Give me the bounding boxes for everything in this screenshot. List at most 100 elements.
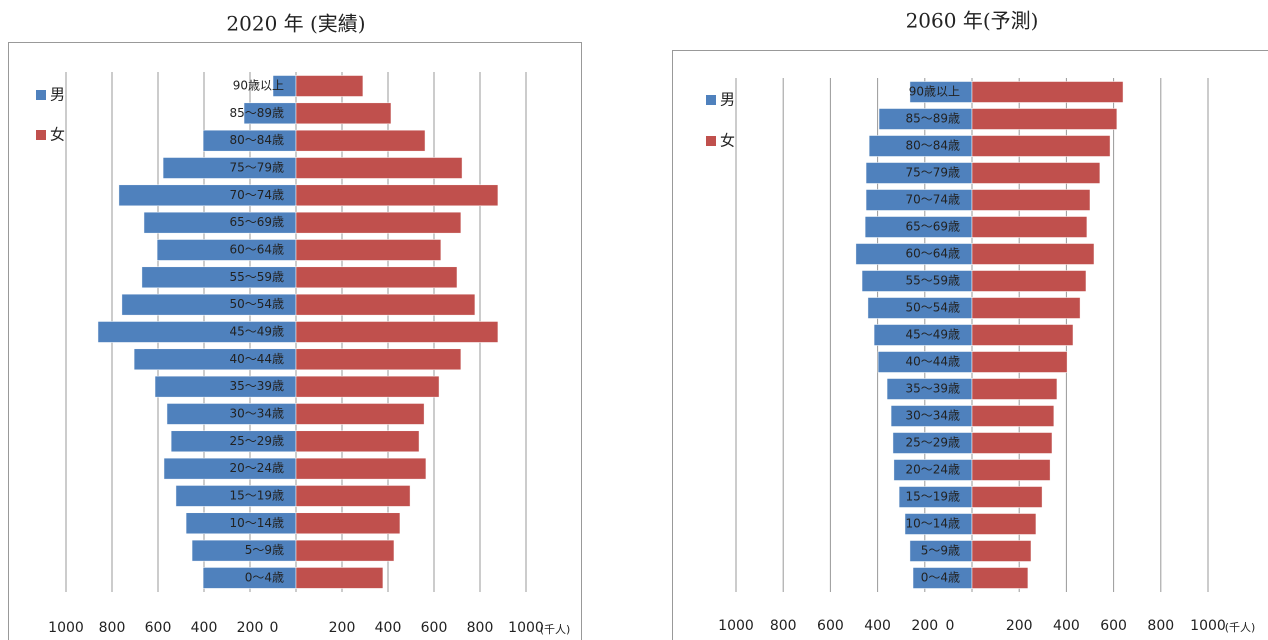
bar [295,403,425,425]
bar [971,405,1055,427]
bar [295,211,462,234]
bar [971,459,1051,481]
bar [971,567,1029,589]
bar [971,189,1091,211]
bar [295,321,499,343]
chart-title: 2020 年 (実績) [226,12,365,36]
category-label: 40〜44歳 [905,355,960,369]
category-label: 85〜89歳 [229,106,284,120]
category-label: 85〜89歳 [905,112,960,126]
legend-label: 女 [720,132,735,150]
category-label: 80〜84歳 [229,133,284,147]
category-label: 0〜4歳 [245,570,284,584]
bar [971,270,1087,292]
category-label: 65〜69歳 [905,220,960,234]
category-label: 75〜79歳 [229,160,284,174]
x-tick-label: 1000 [1190,618,1226,634]
category-label: 30〜34歳 [229,406,284,420]
bar [971,324,1074,346]
category-label: 50〜54歳 [229,297,284,311]
panel-border [672,50,1268,640]
x-tick-label: 600 [817,618,844,634]
x-tick-label: 200 [237,620,264,636]
category-label: 10〜14歳 [905,517,960,531]
unit-label: (千人) [1225,621,1256,634]
bar [295,266,458,289]
legend-label: 男 [50,86,65,104]
category-label: 90歳以上 [233,79,284,93]
x-tick-label: 800 [770,618,797,634]
x-tick-label: 400 [1053,618,1080,634]
bar [295,485,411,507]
bar [295,348,462,371]
category-label: 15〜19歳 [229,488,284,502]
x-tick-label: 400 [191,620,218,636]
category-label: 75〜79歳 [905,166,960,180]
legend-swatch [36,90,46,100]
bar [971,216,1088,238]
category-label: 70〜74歳 [229,188,284,202]
bar [971,378,1058,400]
bar [295,157,463,179]
bar [971,351,1068,373]
x-tick-label: 400 [864,618,891,634]
category-label: 20〜24歳 [229,461,284,475]
unit-label: (千人) [540,623,571,636]
x-tick-label: 200 [329,620,356,636]
bar [971,81,1124,103]
category-label: 80〜84歳 [905,139,960,153]
bar [971,108,1118,130]
category-label: 45〜49歳 [229,324,284,338]
category-label: 5〜9歳 [921,544,960,558]
bar [295,512,401,535]
x-tick-label: 1000 [508,620,544,636]
category-label: 45〜49歳 [905,328,960,342]
category-label: 65〜69歳 [229,215,284,229]
bar [971,297,1081,319]
category-label: 90歳以上 [909,85,960,99]
category-label: 15〜19歳 [905,490,960,504]
category-label: 60〜64歳 [229,242,284,256]
legend-swatch [706,95,716,105]
bar [295,129,426,152]
category-label: 35〜39歳 [229,379,284,393]
x-tick-label: 600 [421,620,448,636]
category-label: 30〜34歳 [905,409,960,423]
category-label: 10〜14歳 [229,516,284,530]
x-tick-label: 200 [1006,618,1033,634]
bar [971,135,1111,157]
x-tick-label: 1000 [718,618,754,634]
legend-swatch [36,130,46,140]
bar [295,539,395,562]
bar [295,430,420,453]
category-label: 70〜74歳 [905,193,960,207]
legend-label: 女 [50,126,65,144]
bar [971,162,1101,184]
category-label: 50〜54歳 [905,301,960,315]
category-label: 20〜24歳 [905,463,960,477]
bar [295,184,499,207]
legend-swatch [706,136,716,146]
x-tick-label: 0 [946,618,955,634]
legend-label: 男 [720,91,735,109]
x-tick-label: 200 [911,618,938,634]
x-tick-label: 800 [1147,618,1174,634]
bar [295,75,364,97]
category-label: 55〜59歳 [229,270,284,284]
category-label: 25〜29歳 [905,436,960,450]
bar [295,457,427,480]
x-tick-label: 800 [467,620,494,636]
bar [295,567,384,589]
category-label: 5〜9歳 [245,543,284,557]
bar [971,540,1032,562]
category-label: 0〜4歳 [921,571,960,585]
category-label: 60〜64歳 [905,247,960,261]
bar [971,243,1095,265]
bar [295,375,440,398]
chart-title: 2060 年(予測) [906,9,1039,33]
x-tick-label: 0 [270,620,279,636]
category-label: 40〜44歳 [229,352,284,366]
x-tick-label: 600 [145,620,172,636]
x-tick-label: 400 [375,620,402,636]
x-tick-label: 600 [1100,618,1127,634]
